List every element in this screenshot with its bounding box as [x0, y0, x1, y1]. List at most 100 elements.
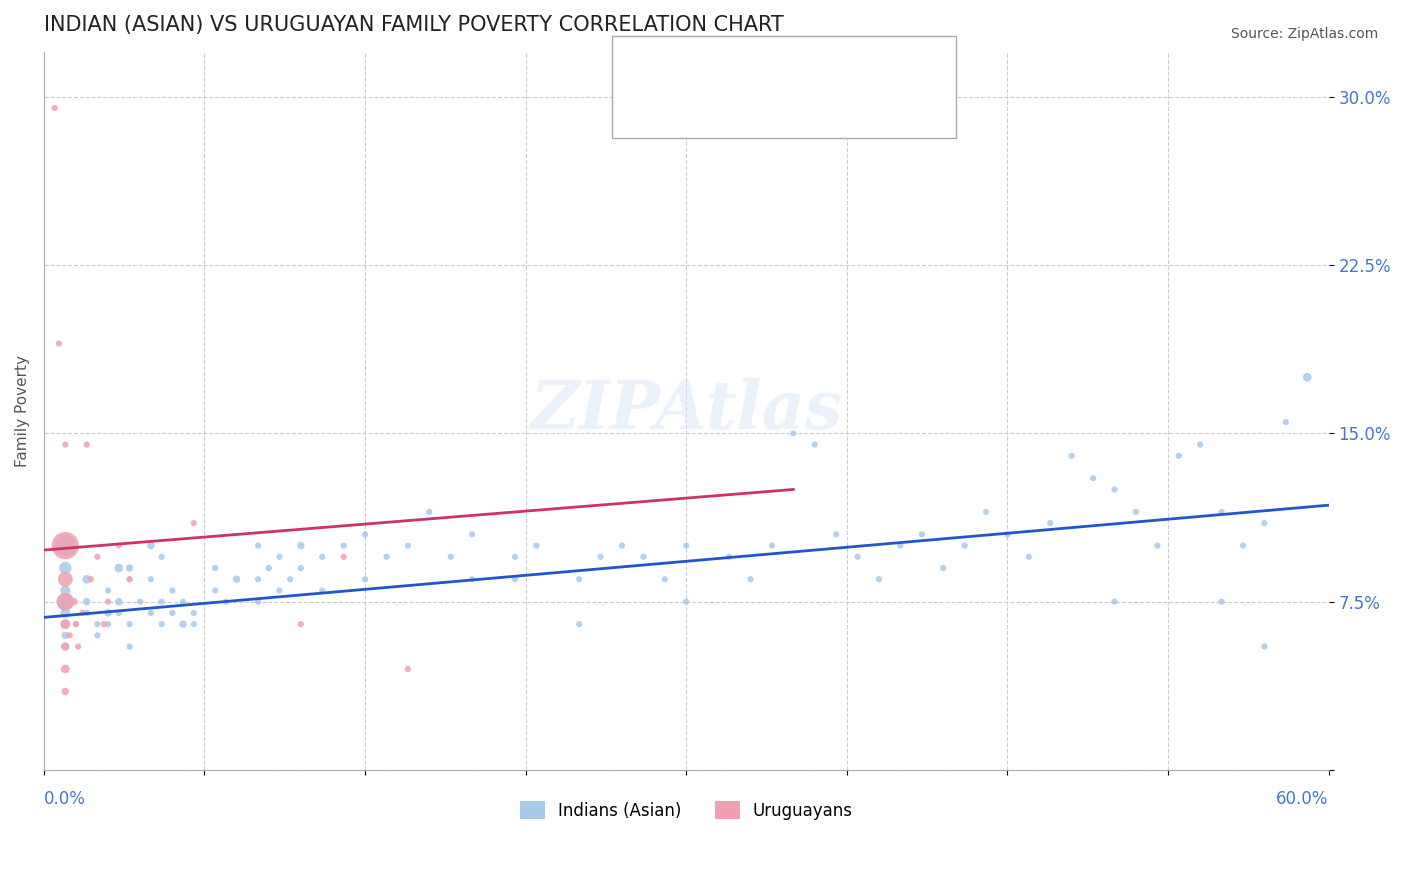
- Point: [118, 640, 141, 654]
- Point: [65, 617, 87, 632]
- Point: [48, 336, 70, 351]
- Point: [86, 549, 108, 564]
- Point: [63, 595, 86, 609]
- Point: [461, 572, 484, 586]
- Point: [290, 539, 312, 553]
- Point: [1211, 505, 1233, 519]
- Y-axis label: Family Poverty: Family Poverty: [15, 355, 30, 467]
- Bar: [628, 103, 659, 123]
- Point: [204, 583, 226, 598]
- Point: [150, 617, 173, 632]
- Point: [97, 606, 120, 620]
- Point: [108, 539, 131, 553]
- Point: [58, 628, 80, 642]
- Point: [418, 505, 440, 519]
- Point: [440, 549, 463, 564]
- Point: [53, 617, 76, 632]
- Point: [803, 437, 825, 451]
- Point: [97, 595, 120, 609]
- Point: [311, 549, 333, 564]
- Point: [290, 617, 312, 632]
- Point: [503, 549, 526, 564]
- Point: [86, 617, 108, 632]
- Text: INDIAN (ASIAN) VS URUGUAYAN FAMILY POVERTY CORRELATION CHART: INDIAN (ASIAN) VS URUGUAYAN FAMILY POVER…: [44, 15, 783, 35]
- Point: [118, 617, 141, 632]
- Point: [1253, 640, 1275, 654]
- Point: [868, 572, 890, 586]
- Text: R =: R =: [668, 63, 702, 78]
- Point: [257, 561, 280, 575]
- Point: [108, 595, 131, 609]
- Point: [67, 640, 90, 654]
- Point: [76, 572, 98, 586]
- Point: [354, 527, 377, 541]
- Point: [129, 595, 152, 609]
- Point: [215, 595, 238, 609]
- Point: [150, 549, 173, 564]
- Point: [889, 539, 911, 553]
- Point: [610, 539, 633, 553]
- Point: [93, 617, 115, 632]
- Point: [80, 572, 103, 586]
- Point: [139, 606, 162, 620]
- Point: [1253, 516, 1275, 530]
- Point: [172, 617, 194, 632]
- Point: [53, 572, 76, 586]
- Point: [65, 617, 87, 632]
- Point: [932, 561, 955, 575]
- Point: [1060, 449, 1083, 463]
- Bar: [628, 61, 659, 80]
- Point: [183, 617, 205, 632]
- Point: [524, 539, 547, 553]
- Point: [675, 539, 697, 553]
- Point: [108, 606, 131, 620]
- Point: [76, 437, 98, 451]
- Point: [118, 561, 141, 575]
- Point: [97, 617, 120, 632]
- Text: Source: ZipAtlas.com: Source: ZipAtlas.com: [1230, 27, 1378, 41]
- Point: [1232, 539, 1254, 553]
- Point: [675, 595, 697, 609]
- Legend: Indians (Asian), Uruguayans: Indians (Asian), Uruguayans: [513, 795, 859, 826]
- Point: [654, 572, 676, 586]
- Point: [269, 583, 291, 598]
- Point: [311, 583, 333, 598]
- Point: [76, 606, 98, 620]
- Point: [53, 640, 76, 654]
- Text: 108: 108: [837, 63, 866, 78]
- Point: [162, 606, 184, 620]
- Point: [1039, 516, 1062, 530]
- Point: [72, 606, 94, 620]
- Point: [278, 572, 301, 586]
- Point: [332, 539, 354, 553]
- Point: [1296, 370, 1319, 384]
- Point: [1146, 539, 1168, 553]
- Point: [247, 539, 270, 553]
- Point: [396, 662, 419, 676]
- Point: [183, 606, 205, 620]
- Point: [1211, 595, 1233, 609]
- Point: [53, 684, 76, 698]
- Point: [139, 539, 162, 553]
- Point: [718, 549, 741, 564]
- Text: ZIPAtlas: ZIPAtlas: [530, 378, 842, 443]
- Point: [269, 549, 291, 564]
- Point: [53, 561, 76, 575]
- Point: [53, 662, 76, 676]
- Text: 26: 26: [837, 106, 856, 120]
- Point: [953, 539, 976, 553]
- Point: [172, 595, 194, 609]
- Text: 0.0%: 0.0%: [44, 790, 86, 808]
- Point: [53, 595, 76, 609]
- Point: [225, 572, 247, 586]
- Point: [1189, 437, 1212, 451]
- Text: 0.119: 0.119: [717, 106, 761, 120]
- Point: [53, 539, 76, 553]
- Point: [53, 539, 76, 553]
- Point: [997, 527, 1019, 541]
- Point: [290, 561, 312, 575]
- Point: [118, 572, 141, 586]
- Point: [633, 549, 655, 564]
- Point: [53, 628, 76, 642]
- Point: [247, 595, 270, 609]
